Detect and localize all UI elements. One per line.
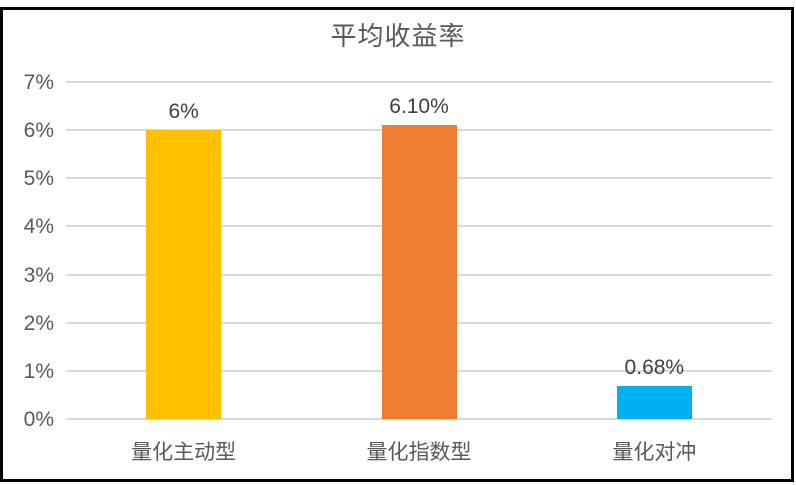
y-axis-tick-label: 3% bbox=[23, 263, 54, 287]
value-label: 6.10% bbox=[389, 95, 449, 119]
y-axis-tick-label: 1% bbox=[23, 359, 54, 383]
bar-量化主动型 bbox=[146, 130, 222, 419]
y-axis-tick-label: 0% bbox=[23, 408, 54, 431]
value-label: 6% bbox=[168, 100, 199, 124]
y-axis-tick-label: 7% bbox=[23, 71, 54, 94]
bar-量化对冲 bbox=[616, 386, 692, 419]
gridline bbox=[66, 81, 772, 83]
y-axis-tick-label: 6% bbox=[23, 119, 54, 143]
y-axis-tick-label: 2% bbox=[23, 311, 54, 335]
y-axis-tick-label: 5% bbox=[23, 167, 54, 191]
x-axis-category-label: 量化指数型 bbox=[366, 441, 472, 464]
x-axis-category-label: 量化主动型 bbox=[131, 441, 237, 464]
value-label: 0.68% bbox=[624, 356, 685, 380]
x-axis-line bbox=[66, 418, 772, 420]
y-axis-tick-label: 4% bbox=[23, 215, 54, 239]
bar-量化指数型 bbox=[381, 125, 457, 419]
chart-title: 平均收益率 bbox=[330, 21, 466, 51]
x-axis-category-label: 量化对冲 bbox=[612, 441, 697, 464]
